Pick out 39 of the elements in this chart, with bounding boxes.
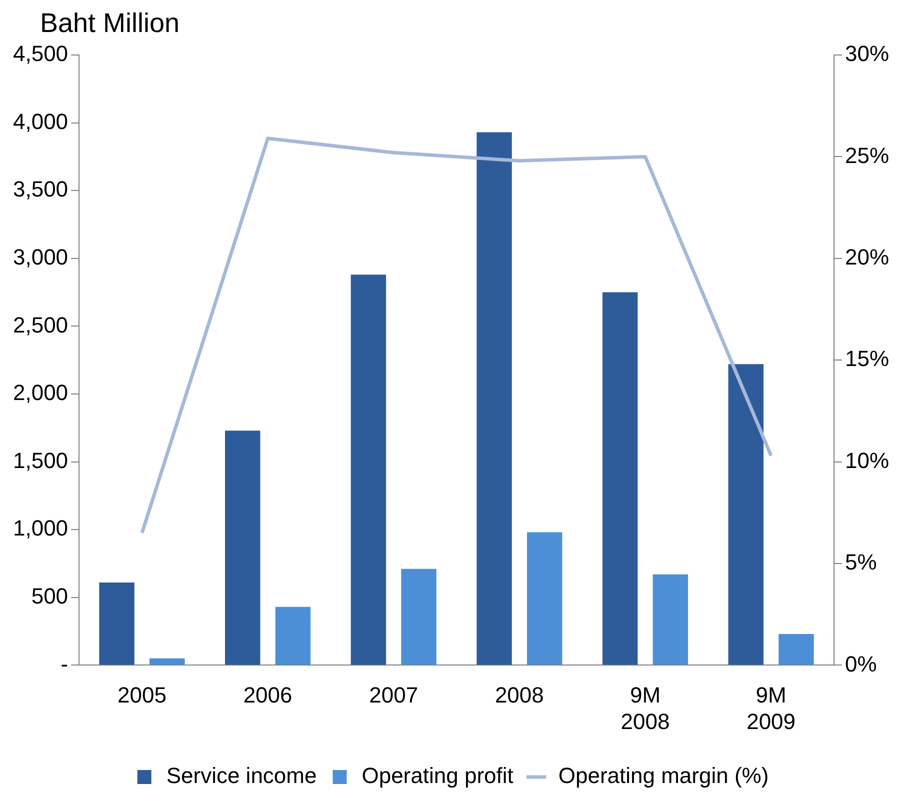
bar xyxy=(476,132,512,665)
y2-tick-label: 10% xyxy=(844,448,890,473)
bar xyxy=(778,634,814,665)
x-tick-label: 2008 xyxy=(494,682,544,708)
bar xyxy=(275,606,311,665)
bar xyxy=(652,574,688,665)
y-tick-label: 2,000 xyxy=(12,380,68,406)
y-tick-label: 1,500 xyxy=(12,448,68,473)
bar xyxy=(225,430,260,665)
bar xyxy=(728,364,764,665)
x-tick-label: 2006 xyxy=(243,682,292,708)
y-tick-label: 4,500 xyxy=(12,41,68,66)
y2-tick-label: 15% xyxy=(844,346,890,372)
y-tick-label: 2,500 xyxy=(12,312,68,338)
y-tick-label: 4,000 xyxy=(12,108,68,134)
y-tick-label: 1,000 xyxy=(12,516,68,541)
y-tick-label: 3,500 xyxy=(12,176,68,202)
legend-label: Operating profit xyxy=(362,763,514,788)
legend-label: Service income xyxy=(166,763,317,788)
x-tick-label: 2005 xyxy=(117,682,166,708)
x-tick-label: 2007 xyxy=(369,682,418,708)
bar xyxy=(401,568,436,665)
y-tick-label: 500 xyxy=(31,583,68,608)
bar xyxy=(526,532,562,665)
y2-tick-label: 5% xyxy=(844,550,877,575)
y2-tick-label: 30% xyxy=(844,41,890,66)
legend-label: Operating margin (%) xyxy=(558,763,769,788)
y2-tick-label: 0% xyxy=(844,651,877,676)
bar xyxy=(150,658,185,665)
y-axis-title: Baht Million xyxy=(40,8,180,39)
y2-tick-label: 25% xyxy=(844,142,890,168)
x-tick-label: 9M 2009 xyxy=(746,682,796,734)
bar xyxy=(602,292,638,665)
bar xyxy=(99,582,134,665)
bar xyxy=(350,274,386,665)
y-tick-label: - xyxy=(60,651,68,676)
y2-tick-label: 20% xyxy=(844,244,890,270)
y-tick-label: 3,000 xyxy=(12,244,68,270)
x-tick-label: 9M 2008 xyxy=(620,682,670,734)
